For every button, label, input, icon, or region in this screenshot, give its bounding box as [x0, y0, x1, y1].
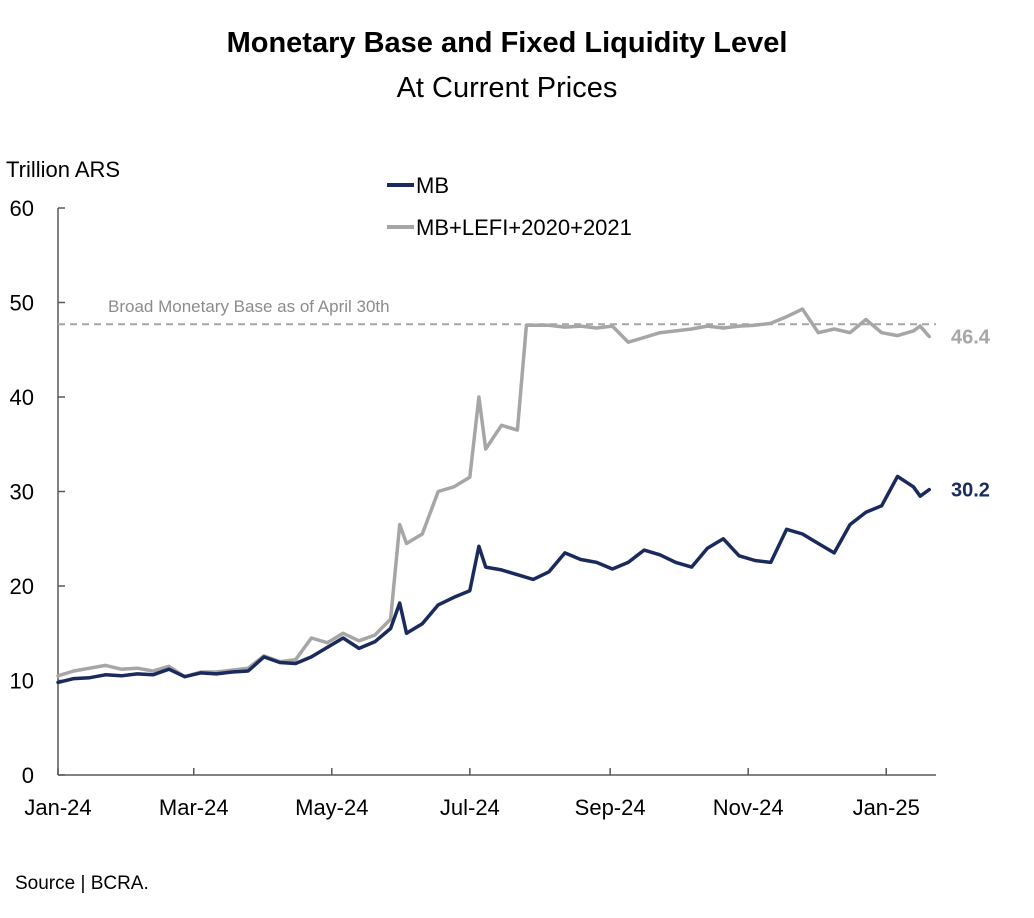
x-tick-label: Sep-24	[575, 795, 646, 820]
x-tick-label: Jan-25	[853, 795, 920, 820]
y-tick-label: 40	[10, 385, 34, 410]
x-tick-label: Jul-24	[440, 795, 500, 820]
y-axis-label: Trillion ARS	[6, 157, 120, 182]
x-tick-label: May-24	[295, 795, 368, 820]
series-line-mb	[56, 474, 931, 685]
legend-label-broad: MB+LEFI+2020+2021	[416, 215, 632, 240]
y-tick-label: 30	[10, 480, 34, 505]
x-tick-label: Jan-24	[24, 795, 91, 820]
chart-title: Monetary Base and Fixed Liquidity Level	[227, 27, 788, 59]
legend: MB MB+LEFI+2020+2021	[387, 173, 632, 240]
x-tick-label: Mar-24	[159, 795, 229, 820]
y-tick-label: 60	[10, 196, 34, 221]
y-tick-label: 50	[10, 291, 34, 316]
end-label-broad: 46.4	[951, 327, 991, 349]
chart-subtitle: At Current Prices	[397, 72, 618, 104]
end-label-mb: 30.2	[951, 480, 990, 502]
source-note: Source | BCRA.	[15, 873, 149, 894]
x-tick-label: Nov-24	[713, 795, 784, 820]
plot-area: Broad Monetary Base as of April 30th 46.4…	[56, 297, 991, 685]
y-tick-label: 0	[22, 763, 34, 788]
reference-line-label: Broad Monetary Base as of April 30th	[108, 297, 390, 316]
series-line-broad	[56, 307, 931, 679]
legend-label-mb: MB	[416, 173, 449, 198]
y-tick-label: 20	[10, 574, 34, 599]
axes: 0 10 20 30 40 50 60 Jan-24 Mar-24 May-24 Jul-24 Sep…	[10, 196, 936, 820]
y-tick-label: 10	[10, 669, 34, 694]
